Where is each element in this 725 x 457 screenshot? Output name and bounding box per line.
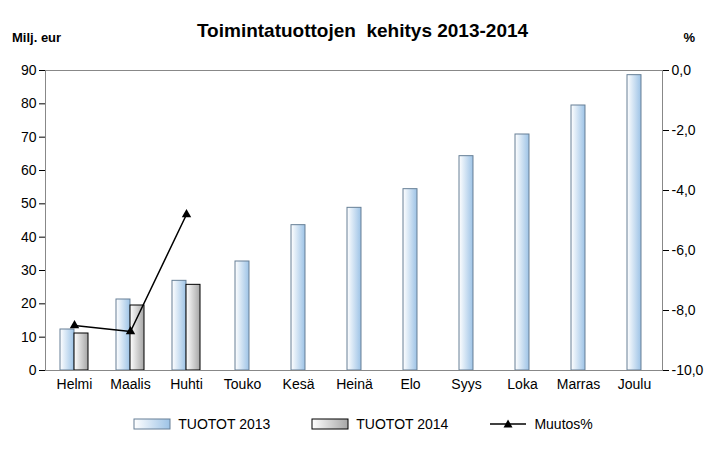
svg-text:Joulu: Joulu: [618, 376, 651, 392]
svg-text:Heinä: Heinä: [336, 376, 373, 392]
svg-text:60: 60: [21, 162, 37, 178]
svg-text:40: 40: [21, 229, 37, 245]
svg-text:0: 0: [29, 362, 37, 378]
html-text:Muutos%: Muutos%: [534, 416, 593, 432]
svg-text:-10,0: -10,0: [672, 362, 704, 378]
html-text:Milj. eur: Milj. eur: [12, 30, 62, 45]
svg-text:Kesä: Kesä: [283, 376, 315, 392]
svg-text:70: 70: [21, 129, 37, 145]
svg-text:20: 20: [21, 295, 37, 311]
svg-text:Maalis: Maalis: [110, 376, 150, 392]
svg-text:0,0: 0,0: [672, 62, 692, 78]
svg-text:30: 30: [21, 262, 37, 278]
svg-text:Touko: Touko: [224, 376, 262, 392]
svg-text:Loka: Loka: [507, 376, 538, 392]
html-text:TUOTOT 2014: TUOTOT 2014: [356, 416, 449, 432]
html-text:Toimintatuottojen kehitys 2013: Toimintatuottojen kehitys 2013-2014: [196, 20, 529, 41]
svg-text:Helmi: Helmi: [57, 376, 93, 392]
svg-text:50: 50: [21, 195, 37, 211]
svg-text:-8,0: -8,0: [672, 302, 696, 318]
svg-text:-4,0: -4,0: [672, 182, 696, 198]
svg-text:Elo: Elo: [400, 376, 420, 392]
svg-text:-2,0: -2,0: [672, 122, 696, 138]
svg-text:10: 10: [21, 329, 37, 345]
svg-text:80: 80: [21, 95, 37, 111]
svg-text:-6,0: -6,0: [672, 242, 696, 258]
svg-text:Marras: Marras: [557, 376, 601, 392]
html-text:TUOTOT 2013: TUOTOT 2013: [178, 416, 271, 432]
svg-text:Syys: Syys: [451, 376, 481, 392]
svg-text:Huhti: Huhti: [170, 376, 203, 392]
svg-text:90: 90: [21, 62, 37, 78]
